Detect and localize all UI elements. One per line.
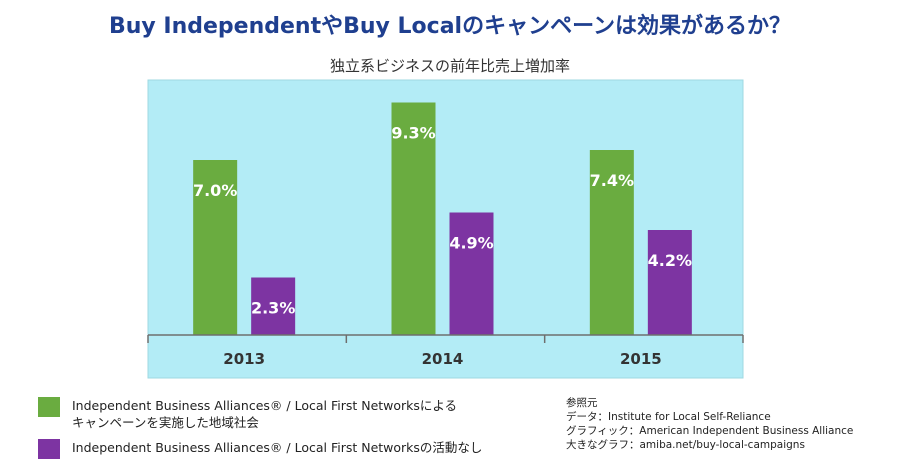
data-label: 2.3%	[251, 299, 295, 318]
legend-swatch-purple	[38, 439, 60, 459]
source-large-graph: 大きなグラフ：amiba.net/buy-local-campaigns	[566, 439, 805, 451]
bar-without-2014	[449, 212, 494, 335]
legend-swatch-green	[38, 397, 60, 417]
x-tick-label: 2014	[422, 350, 464, 368]
page-title: Buy IndependentやBuy Localのキャンペーンは効果があるか？	[108, 14, 792, 39]
bar-with-2014	[391, 102, 436, 335]
plot-area	[147, 79, 744, 379]
chart-title: 独立系ビジネスの前年比売上増加率	[329, 57, 570, 75]
data-label: 9.3%	[391, 124, 435, 143]
x-tick-label: 2015	[620, 350, 662, 368]
source-graphic: グラフィック：American Independent Business All…	[566, 425, 854, 437]
legend-label-line: Independent Business Alliances® / Local …	[72, 398, 458, 413]
legend-label-line: キャンペーンを実施した地域社会	[72, 415, 259, 430]
legend-item-without-campaign: Independent Business Alliances® / Local …	[38, 439, 482, 459]
bar-with-2015	[589, 150, 634, 335]
legend-label-without-campaign: Independent Business Alliances® / Local …	[72, 439, 482, 456]
bar-without-2013	[251, 277, 296, 335]
source-notes: 参照元 データ：Institute for Local Self-Relianc…	[566, 396, 853, 452]
data-label: 7.4%	[590, 171, 634, 190]
data-label: 7.0%	[193, 181, 237, 200]
source-heading: 参照元	[566, 397, 598, 409]
legend-label-with-campaign: Independent Business Alliances® / Local …	[72, 397, 457, 431]
legend-label-line: Independent Business Alliances® / Local …	[72, 440, 483, 455]
bar-with-2013	[193, 160, 238, 335]
x-tick-label: 2013	[223, 350, 265, 368]
legend-item-with-campaign: Independent Business Alliances® / Local …	[38, 397, 457, 431]
data-label: 4.2%	[648, 251, 692, 270]
source-data: データ：Institute for Local Self-Reliance	[566, 411, 771, 423]
data-label: 4.9%	[449, 234, 493, 253]
bar-without-2015	[647, 230, 692, 335]
